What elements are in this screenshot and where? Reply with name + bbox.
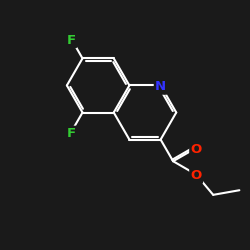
Text: F: F [67,34,76,47]
Text: O: O [190,143,202,156]
Text: N: N [155,80,166,94]
Text: O: O [190,170,202,182]
Text: F: F [67,127,76,140]
